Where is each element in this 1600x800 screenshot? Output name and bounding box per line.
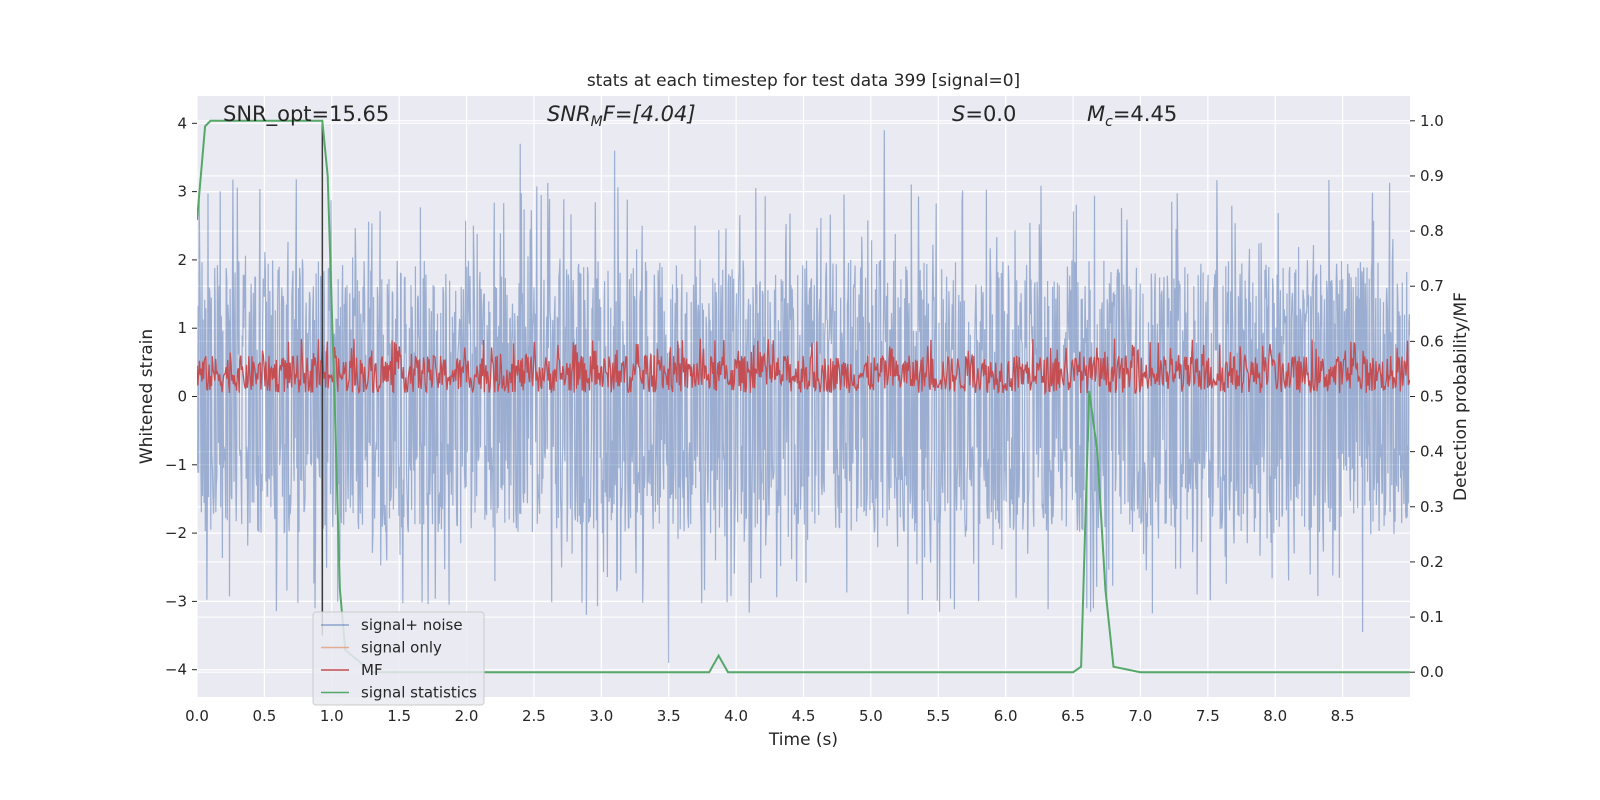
x-tick-label: 4.0	[724, 707, 748, 725]
annotation-snr-mf-main: SNR	[547, 102, 591, 126]
x-tick-label: 2.0	[455, 707, 479, 725]
annotation-mc-main: M	[1087, 102, 1105, 126]
y-tick-label-left: −1	[165, 456, 187, 474]
series-mf-line	[197, 338, 1410, 396]
y-tick-label-right: 0.4	[1420, 443, 1444, 461]
legend-label: signal only	[361, 639, 442, 657]
y-tick-label-left: 4	[177, 114, 187, 132]
y-tick-label-left: −2	[165, 524, 187, 542]
y-tick-label-right: 0.6	[1420, 332, 1444, 350]
annotation-s-var: S	[952, 102, 965, 126]
annotation-snr-opt: SNR_opt=15.65	[223, 102, 389, 127]
legend-label: signal+ noise	[361, 616, 463, 634]
annotation-s-rest: =0.0	[965, 102, 1016, 126]
legend-label: signal statistics	[361, 684, 477, 702]
x-tick-label: 2.5	[522, 707, 546, 725]
y-tick-label-left: 1	[177, 319, 187, 337]
x-tick-label: 0.5	[252, 707, 276, 725]
x-tick-label: 6.5	[1061, 707, 1085, 725]
annotation-mc-sub: c	[1105, 114, 1113, 130]
y-tick-label-left: 3	[177, 183, 187, 201]
axes: 0.0 0.5 1.0 1.5 2.0 2.5 3.0 3.5 4.0 4.5 5.0 5.5 6.0 6…	[165, 112, 1444, 725]
y-tick-label-right: 0.7	[1420, 277, 1444, 295]
series-signal-noise-line	[197, 130, 1410, 663]
x-tick-label: 4.5	[792, 707, 816, 725]
y-tick-label-right: 0.1	[1420, 608, 1444, 626]
x-axis-label: Time (s)	[768, 730, 838, 750]
y-axis-label-right: Detection probability/MF	[1451, 292, 1471, 501]
x-tick-label: 0.0	[185, 707, 209, 725]
y-tick-label-right: 0.3	[1420, 498, 1444, 516]
legend-box	[312, 611, 485, 706]
legend: signal+ noise signal only MF signal statist…	[312, 611, 485, 706]
x-tick-label: 8.0	[1263, 707, 1287, 725]
chart-title: stats at each timestep for test data 399…	[587, 71, 1020, 91]
x-tick-label: 3.0	[589, 707, 613, 725]
annotation-snr-mf-rest: F=[4.04]	[603, 102, 696, 126]
y-tick-label-left: 0	[177, 388, 187, 406]
x-tick-label: 1.0	[320, 707, 344, 725]
annotation-mc: Mc=4.45	[1087, 102, 1177, 130]
x-tick-label: 5.5	[926, 707, 950, 725]
y-tick-label-right: 0.0	[1420, 663, 1444, 681]
annotation-s: S=0.0	[952, 102, 1016, 126]
x-tick-label: 1.5	[387, 707, 411, 725]
y-tick-label-right: 1.0	[1420, 112, 1444, 130]
x-tick-label: 7.5	[1196, 707, 1220, 725]
x-tick-label: 6.0	[994, 707, 1018, 725]
y-tick-label-left: −4	[165, 661, 187, 679]
annotation-mc-rest: =4.45	[1113, 102, 1177, 126]
y-tick-label-right: 0.9	[1420, 167, 1444, 185]
y-tick-label-right: 0.8	[1420, 222, 1444, 240]
y-tick-label-left: −3	[165, 592, 187, 610]
legend-label: MF	[361, 661, 383, 679]
x-tick-label: 8.5	[1331, 707, 1355, 725]
annotation-snr-mf: SNRMF=[4.04]	[547, 102, 696, 130]
y-tick-label-right: 0.2	[1420, 553, 1444, 571]
y-tick-label-right: 0.5	[1420, 388, 1444, 406]
x-tick-label: 7.0	[1129, 707, 1153, 725]
series-signal-statistics-line	[197, 119, 1410, 674]
x-tick-label: 3.5	[657, 707, 681, 725]
y-axis-label-left: Whitened strain	[137, 329, 157, 464]
annotation-snr-mf-sub: M	[591, 114, 603, 130]
y-tick-label-left: 2	[177, 251, 187, 269]
data-layer	[197, 119, 1410, 674]
x-tick-label: 5.0	[859, 707, 883, 725]
